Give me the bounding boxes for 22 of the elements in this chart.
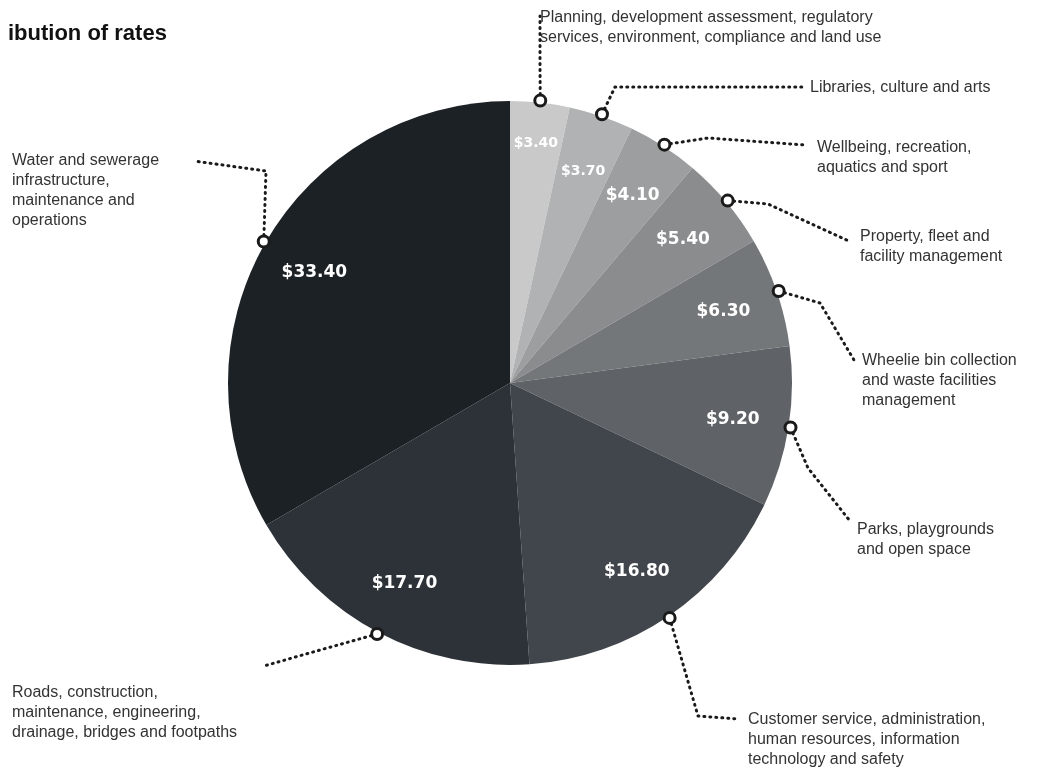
slice-label: Planning, development assessment, regulatory services, environment, compliance and land use <box>540 8 882 45</box>
data-label: $6.30 <box>696 299 751 320</box>
slice-label: Roads, construction, maintenance, engineering, drainage, bridges and footpaths <box>12 683 238 740</box>
pie-slice <box>266 383 530 665</box>
data-label: $5.40 <box>656 228 710 249</box>
pie-slice <box>510 383 765 665</box>
slice-label: Water and sewerage infrastructure, maintenance and operations <box>12 151 160 228</box>
slice-label: Libraries, culture and arts <box>810 78 991 95</box>
pie-slice <box>228 101 510 526</box>
slice-label: Customer service, administration, human resources, information technology and safety <box>748 710 986 767</box>
pie-slice <box>510 345 792 505</box>
data-label: $3.70 <box>560 161 606 178</box>
data-label: $17.70 <box>371 572 438 593</box>
slice-label: Wellbeing, recreation, aquatics and sport <box>817 138 972 175</box>
slice-label: Parks, playgrounds and open space <box>857 520 994 557</box>
data-label: $33.40 <box>281 260 348 281</box>
data-label: $4.10 <box>605 183 660 204</box>
data-label: $16.80 <box>604 559 670 580</box>
slice-label: Property, fleet and facility management <box>860 227 1003 264</box>
data-label: $9.20 <box>705 408 760 429</box>
slice-label: Wheelie bin collection and waste facilities management <box>862 351 1017 408</box>
text: ibution of rates <box>8 20 167 45</box>
